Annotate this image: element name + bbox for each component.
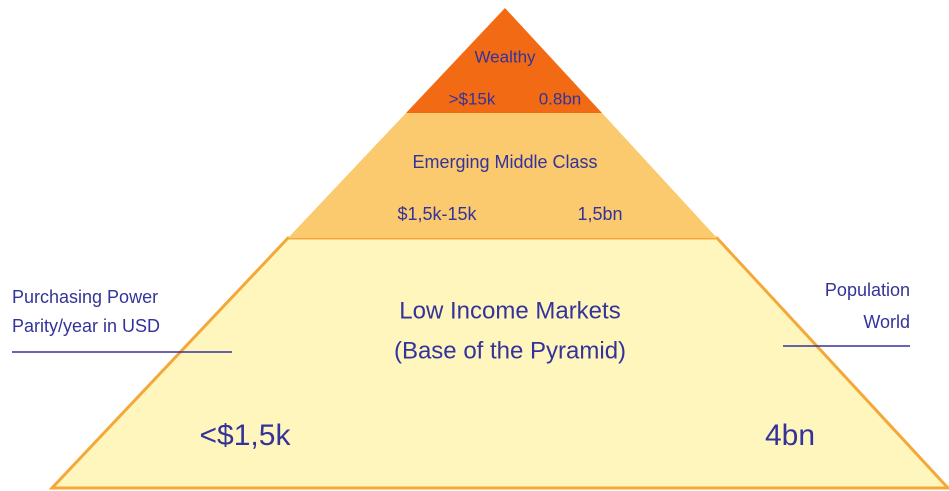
tier-title: Low Income Markets bbox=[399, 297, 620, 324]
tier-population: 4bn bbox=[765, 419, 815, 452]
tier-title: Emerging Middle Class bbox=[412, 152, 597, 172]
tier-income: <$1,5k bbox=[200, 419, 292, 452]
tier-population: 0.8bn bbox=[539, 89, 582, 108]
tier-income: $1,5k-15k bbox=[397, 204, 477, 224]
top-tier bbox=[406, 8, 602, 113]
tier-income: >$15k bbox=[449, 89, 496, 108]
right-label: World bbox=[863, 312, 910, 332]
left-label: Purchasing Power bbox=[12, 287, 158, 307]
tier-population: 1,5bn bbox=[577, 204, 622, 224]
tier-title: Wealthy bbox=[474, 47, 536, 66]
left-label: Parity/year in USD bbox=[12, 316, 160, 336]
middle-tier bbox=[288, 113, 717, 238]
tier-title: (Base of the Pyramid) bbox=[394, 337, 626, 364]
right-label: Population bbox=[825, 280, 910, 300]
